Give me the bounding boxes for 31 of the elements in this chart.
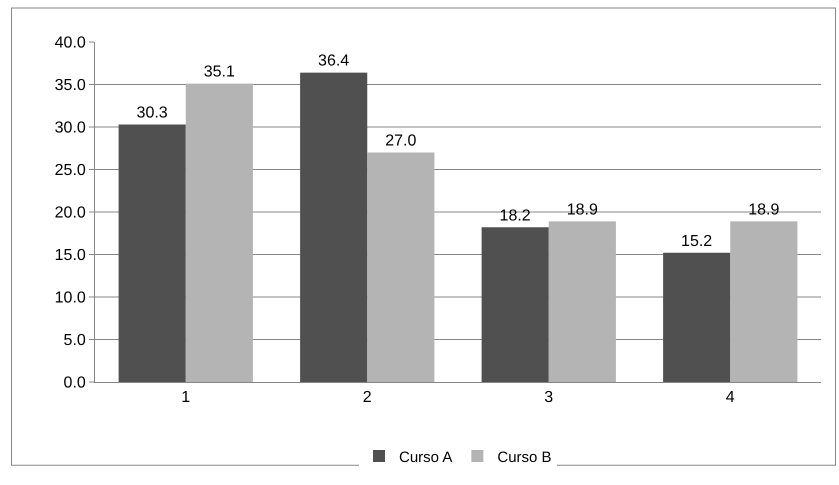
data-label: 36.4 bbox=[318, 52, 350, 70]
data-label: 18.2 bbox=[500, 207, 531, 224]
legend-label: Curso A bbox=[399, 448, 452, 466]
bar bbox=[186, 84, 253, 382]
bar bbox=[663, 252, 730, 382]
data-label: 18.9 bbox=[566, 201, 598, 218]
bar bbox=[730, 221, 798, 382]
x-tick-label: 3 bbox=[544, 389, 554, 406]
bar bbox=[300, 72, 368, 382]
y-tick-label: 15.0 bbox=[54, 247, 86, 264]
y-tick-label: 35.0 bbox=[54, 77, 86, 94]
y-tick-label: 25.0 bbox=[54, 162, 86, 180]
y-tick-label: 10.0 bbox=[54, 290, 86, 307]
bar bbox=[367, 152, 434, 382]
y-tick-label: 5.0 bbox=[64, 332, 86, 350]
x-tick-label: 1 bbox=[181, 389, 190, 406]
x-tick-label: 4 bbox=[726, 389, 735, 406]
bar bbox=[548, 221, 616, 382]
y-tick-label: 0.0 bbox=[64, 374, 86, 392]
data-label: 30.3 bbox=[136, 104, 168, 122]
data-label: 15.2 bbox=[681, 232, 712, 250]
y-tick-label: 30.0 bbox=[54, 120, 86, 137]
bar bbox=[118, 124, 186, 382]
legend-label: Curso B bbox=[497, 448, 552, 466]
data-label: 35.1 bbox=[204, 64, 235, 81]
bar bbox=[482, 227, 549, 382]
y-tick-label: 20.0 bbox=[54, 204, 86, 222]
data-label: 18.9 bbox=[748, 201, 780, 218]
y-tick-label: 40.0 bbox=[54, 34, 86, 52]
data-label: 27.0 bbox=[385, 132, 416, 150]
x-tick-label: 2 bbox=[362, 389, 372, 406]
